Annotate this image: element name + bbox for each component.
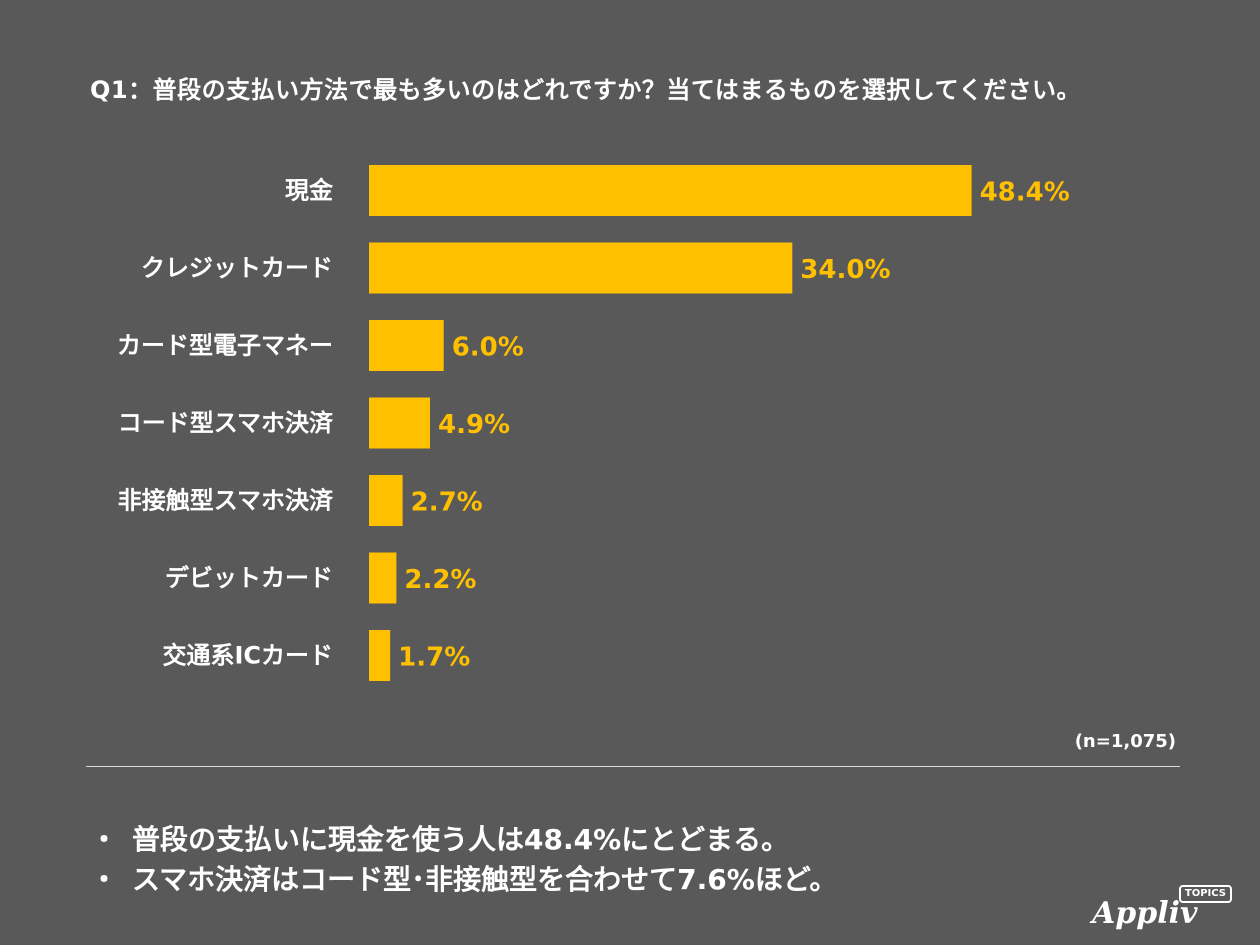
bullet: ・ — [90, 823, 119, 856]
appliv-logo: Appliv TOPICS — [1092, 885, 1232, 931]
divider — [86, 766, 1180, 767]
finding-item: ・スマホ決済はコード型･非接触型を合わせて7.6%ほど。 — [90, 860, 837, 900]
bar — [369, 397, 431, 449]
category-label: 非接触型スマホ決済 — [118, 487, 334, 515]
value-label: 34.0% — [800, 255, 890, 285]
category-label: クレジットカード — [141, 254, 333, 282]
sample-size: (n=1,075) — [1074, 731, 1176, 752]
finding-item: ・普段の支払いに現金を使う人は48.4%にとどまる。 — [90, 820, 837, 860]
bar — [369, 165, 972, 216]
bar — [369, 552, 397, 604]
finding-text: スマホ決済はコード型･非接触型を合わせて7.6%ほど。 — [132, 863, 838, 896]
category-label: カード型電子マネー — [117, 332, 333, 360]
value-label: 2.7% — [411, 488, 483, 518]
question-title: Q1：普段の支払い方法で最も多いのはどれですか？当てはまるものを選択してください… — [90, 76, 1081, 104]
value-label: 1.7% — [398, 643, 470, 673]
category-label: デビットカード — [165, 564, 333, 592]
bullet: ・ — [90, 863, 119, 896]
bar — [369, 242, 793, 294]
bar — [369, 475, 403, 526]
logo-badge: TOPICS — [1178, 885, 1232, 903]
finding-text: 普段の支払いに現金を使う人は48.4%にとどまる。 — [132, 823, 790, 856]
bar — [369, 320, 444, 371]
category-label: 交通系ICカード — [162, 642, 333, 670]
value-label: 48.4% — [980, 178, 1070, 208]
value-label: 2.2% — [404, 565, 476, 595]
category-label: コード型スマホ決済 — [118, 409, 334, 437]
bar-chart: 現金 48.4% クレジットカード 34.0% カード型電子マネー 6.0% コード型スマホ… — [117, 165, 1070, 681]
bar — [369, 630, 391, 681]
value-label: 6.0% — [452, 333, 524, 363]
category-label: 現金 — [285, 177, 334, 205]
findings-list: ・普段の支払いに現金を使う人は48.4%にとどまる。 ・スマホ決済はコード型･非… — [90, 820, 837, 900]
value-label: 4.9% — [438, 410, 510, 440]
